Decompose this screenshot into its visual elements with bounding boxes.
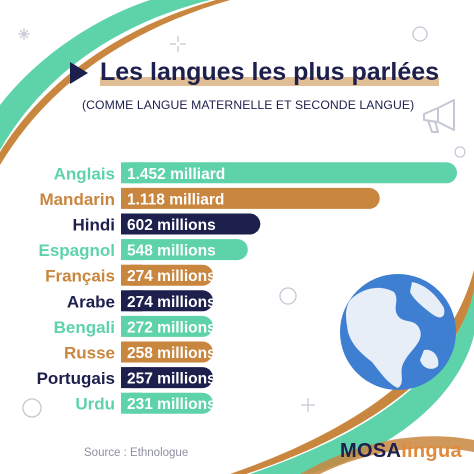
- bar-10: [121, 392, 213, 414]
- category-label-5: Français: [45, 267, 115, 286]
- bar-square-end-1: [121, 162, 142, 184]
- title-row: Les langues les plus parlées: [70, 58, 440, 87]
- sparkle-icon: [170, 36, 186, 52]
- bar-square-end-9: [121, 367, 142, 389]
- value-label-4: 548 millions: [127, 243, 216, 260]
- bar-square-end-7: [121, 315, 142, 337]
- category-label-9: Portugais: [37, 369, 115, 388]
- value-label-6: 274 millions: [127, 294, 216, 311]
- globe-icon: [340, 274, 456, 390]
- category-label-1: Anglais: [54, 164, 115, 183]
- bar-6: [121, 290, 213, 312]
- bar-chart: Anglais 1.452 milliard Mandarin 1.118 milli…: [37, 162, 457, 414]
- bar-8: [121, 341, 213, 363]
- value-label-7: 272 millions: [127, 319, 216, 336]
- bar-5: [121, 264, 213, 286]
- value-label-1: 1.452 milliard: [127, 166, 225, 183]
- sparkle-right-icon: [301, 398, 315, 412]
- category-label-6: Arabe: [67, 292, 115, 311]
- bar-9: [121, 367, 213, 389]
- sparkle-small-icon: [18, 28, 30, 40]
- page-title: Les langues les plus parlées: [100, 58, 440, 87]
- value-label-10: 231 millions: [127, 396, 216, 413]
- page-subtitle: (COMME LANGUE MATERNELLE ET SECONDE LANG…: [82, 98, 415, 112]
- source-note: Source : Ethnologue: [84, 447, 189, 459]
- bar-4: [121, 239, 248, 261]
- category-label-2: Mandarin: [39, 190, 115, 209]
- value-label-8: 258 millions: [127, 345, 216, 362]
- decorative-circle-left: [22, 398, 42, 418]
- category-label-7: Bengali: [54, 318, 115, 337]
- decorative-circle-right: [279, 287, 297, 305]
- bottom-right-orange-wave: [300, 436, 474, 474]
- brand-logo: MOSAlingua: [340, 440, 462, 463]
- category-label-4: Espagnol: [38, 241, 115, 260]
- bar-square-end-3: [121, 213, 142, 235]
- value-label-9: 257 millions: [127, 371, 216, 388]
- brand-logo-part2: lingua: [401, 440, 462, 462]
- decorative-circle: [412, 26, 428, 42]
- megaphone-icon: [423, 99, 455, 133]
- bar-7: [121, 315, 213, 337]
- page-title-text: Les langues les plus parlées: [100, 58, 440, 86]
- bar-square-end-8: [121, 341, 142, 363]
- category-label-10: Urdu: [75, 395, 115, 414]
- bar-square-end-10: [121, 392, 142, 414]
- brand-logo-part1: MOSA: [340, 440, 402, 462]
- category-label-3: Hindi: [73, 216, 116, 235]
- bottom-right-teal-band: [250, 290, 474, 474]
- bar-square-end-4: [121, 239, 142, 261]
- bar-square-end-2: [121, 187, 142, 209]
- decorative-dot: [454, 146, 466, 158]
- top-left-teal-band: [0, 0, 210, 150]
- category-label-8: Russe: [64, 344, 115, 363]
- value-label-2: 1.118 milliard: [127, 191, 224, 208]
- bar-square-end-5: [121, 264, 142, 286]
- bar-1: [121, 162, 457, 184]
- bar-2: [121, 187, 380, 209]
- bar-square-end-6: [121, 290, 142, 312]
- value-label-5: 274 millions: [127, 268, 216, 285]
- value-label-3: 602 millions: [127, 217, 216, 234]
- bar-3: [121, 213, 261, 235]
- arrow-icon: [70, 61, 88, 84]
